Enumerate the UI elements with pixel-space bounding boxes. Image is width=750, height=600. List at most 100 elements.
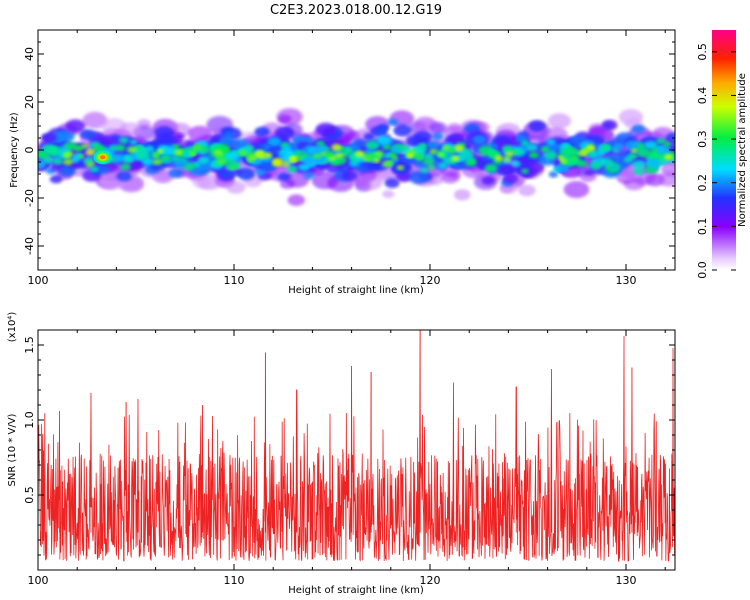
spectral-blob	[303, 171, 315, 180]
spectral-blob	[277, 172, 291, 182]
spectral-blob	[555, 163, 570, 173]
spectral-blob	[481, 176, 495, 185]
spectral-blob	[513, 149, 520, 154]
spectral-blob	[152, 158, 163, 166]
spectral-blob	[503, 173, 519, 184]
spectral-blob	[155, 133, 175, 146]
spectral-blob	[129, 139, 138, 145]
spectral-blob	[295, 155, 303, 161]
colorbar-tick-label: 0.1	[696, 218, 709, 236]
spectral-blob	[494, 155, 503, 161]
spectral-blob	[427, 164, 435, 170]
spectral-blob	[623, 156, 633, 163]
snr-ylabel: SNR (10 * V/V)	[7, 413, 18, 486]
spectral-blob	[563, 181, 590, 198]
spectral-blob	[505, 151, 514, 157]
spectral-blob	[557, 155, 565, 161]
spectral-blob	[174, 160, 187, 169]
colorbar-tick-label: 0.0	[696, 261, 709, 279]
snr-series-line	[38, 330, 675, 563]
spectrogram-heatmap	[38, 108, 675, 206]
spectral-blob	[373, 158, 381, 164]
spectral-blob	[420, 167, 430, 174]
spectral-blob	[382, 190, 395, 199]
y-tick-label: 40	[23, 47, 36, 61]
spectral-blob	[376, 135, 392, 145]
spectral-blob	[575, 159, 588, 168]
spectral-blob	[85, 161, 95, 168]
spectral-blob	[406, 153, 414, 159]
snr-x-ticks: 100 110 120 130	[28, 330, 666, 587]
spectral-blob	[225, 151, 240, 161]
spectral-blob	[600, 144, 612, 152]
spectral-blob	[168, 168, 183, 178]
x-tick-label: 100	[28, 274, 49, 287]
spectral-blob	[62, 153, 71, 158]
spectral-blob	[630, 148, 638, 154]
snr-y-ticks: 0.5 1.0 1.5	[23, 329, 675, 571]
spectral-blob	[569, 154, 579, 161]
spectral-blob	[144, 145, 155, 153]
spectral-blob	[136, 151, 150, 160]
spectral-blob	[546, 138, 556, 146]
spectral-blob	[661, 161, 675, 177]
y-tick-label: 0.5	[23, 486, 36, 504]
spectral-blob	[518, 184, 536, 197]
snr-yscale-label: (x10⁴)	[7, 312, 18, 343]
spectral-blob	[431, 132, 444, 141]
spectral-blob	[216, 158, 227, 166]
colorbar-tick-label: 0.3	[696, 130, 709, 148]
snr-xlabel: Height of straight line (km)	[288, 585, 424, 596]
spectral-blob	[161, 154, 171, 162]
spectral-blob	[374, 128, 387, 137]
x-tick-label: 130	[616, 274, 637, 287]
spectral-blob	[334, 152, 344, 159]
spectral-blob	[267, 137, 282, 147]
spectral-blob	[656, 138, 666, 145]
spectral-blob	[521, 140, 530, 146]
spectral-blob	[226, 139, 240, 148]
spectral-blob	[620, 166, 638, 179]
spectral-blob	[349, 159, 359, 167]
spectral-blob	[89, 166, 99, 173]
spectral-blob	[256, 144, 266, 151]
spectral-blob	[82, 111, 108, 129]
spectral-blob	[278, 114, 292, 124]
spectral-blob	[656, 145, 671, 155]
spectrogram-xlabel: Height of straight line (km)	[288, 285, 424, 296]
spectral-blob	[116, 171, 132, 182]
spectral-blob	[80, 129, 96, 140]
spectral-blob	[600, 157, 614, 167]
spectral-blob	[447, 148, 456, 154]
spectral-blob	[226, 180, 246, 194]
spectral-blob	[647, 158, 662, 168]
spectrogram-panel: 100 110 120 130 -40 -20 0 20 40 Height of strai…	[9, 29, 676, 296]
spectral-blob	[632, 160, 645, 169]
spectral-blob	[564, 146, 578, 156]
x-tick-label: 110	[224, 574, 245, 587]
x-tick-label: 100	[28, 574, 49, 587]
spectral-blob	[526, 143, 538, 152]
spectral-blob	[214, 154, 223, 159]
spectral-blob	[387, 160, 394, 165]
spectral-blob	[281, 161, 290, 167]
spectral-peak	[100, 155, 106, 160]
x-tick-label: 110	[224, 274, 245, 287]
spectral-blob	[438, 162, 448, 169]
spectral-blob	[580, 148, 590, 155]
spectral-blob	[624, 140, 640, 150]
spectral-blob	[511, 161, 521, 167]
spectral-blob	[316, 140, 325, 147]
spectral-blob	[601, 119, 618, 131]
spectral-blob	[119, 122, 141, 137]
spectral-blob	[236, 167, 256, 180]
spectral-blob	[391, 146, 402, 154]
spectral-blob	[441, 171, 460, 184]
spectral-blob	[255, 169, 266, 176]
spectral-blob	[325, 151, 334, 157]
spectral-blob	[501, 145, 513, 153]
spectral-blob	[366, 160, 382, 171]
spectral-blob	[518, 156, 528, 163]
spectral-blob	[257, 154, 266, 160]
spectral-blob	[374, 150, 384, 158]
